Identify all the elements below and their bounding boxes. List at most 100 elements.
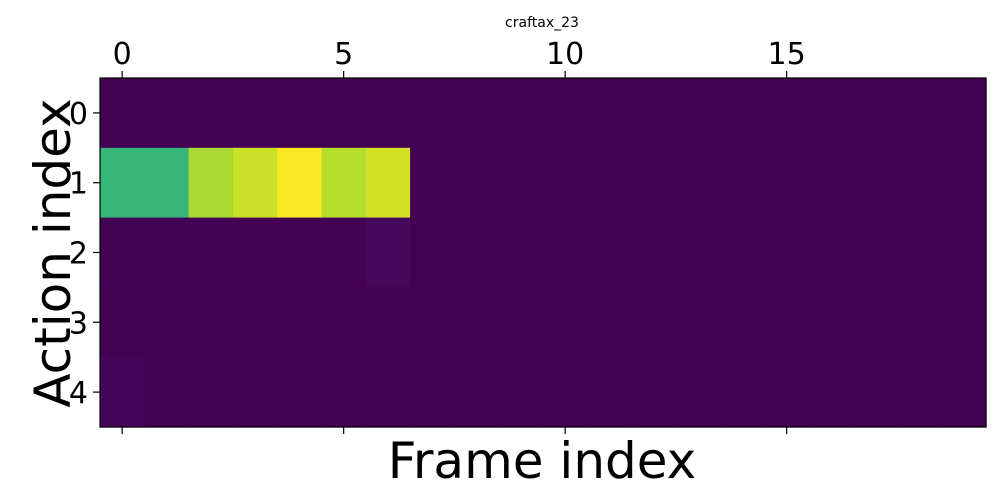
heatmap-cell-r0-c1 xyxy=(144,78,190,149)
heatmap-cell-r1-c12 xyxy=(631,147,677,219)
heatmap-cell-r4-c17 xyxy=(853,357,898,428)
heatmap-cell-r2-c19 xyxy=(941,217,987,288)
heatmap-cell-r1-c15 xyxy=(764,147,810,219)
heatmap-cell-r0-c2 xyxy=(188,78,234,149)
heatmap-cell-r0-c11 xyxy=(587,78,633,149)
heatmap-cell-r2-c4 xyxy=(277,217,323,288)
heatmap-cell-r1-c6 xyxy=(365,147,411,219)
heatmap-cell-r4-c16 xyxy=(808,357,854,428)
heatmap-cell-r3-c12 xyxy=(631,287,677,358)
heatmap-cell-r0-c15 xyxy=(764,78,810,149)
y-tick-label: 1 xyxy=(69,167,88,202)
heatmap-cell-r2-c10 xyxy=(543,217,588,288)
heatmap-cell-r4-c0 xyxy=(100,357,145,428)
heatmap-cell-r2-c3 xyxy=(232,217,278,288)
heatmap-cell-r2-c9 xyxy=(498,217,544,288)
heatmap-cell-r3-c7 xyxy=(410,287,455,358)
heatmap-cell-r4-c2 xyxy=(188,357,234,428)
x-axis-top-ticks: 0 5 10 15 xyxy=(113,37,806,78)
heatmap-cell-r3-c19 xyxy=(941,287,987,358)
heatmap-cell-r3-c16 xyxy=(808,287,854,358)
heatmap-cell-r4-c19 xyxy=(941,357,987,428)
y-axis-label: Action index xyxy=(24,98,82,407)
heatmap-cell-r3-c0 xyxy=(100,287,145,358)
heatmap-cell-r3-c6 xyxy=(365,287,411,358)
heatmap-cell-r3-c14 xyxy=(720,287,766,358)
heatmap-cell-r4-c18 xyxy=(897,357,943,428)
heatmap-cell-r1-c14 xyxy=(720,147,766,219)
heatmap-cell-r4-c3 xyxy=(232,357,278,428)
heatmap-cell-r2-c0 xyxy=(100,217,145,288)
heatmap-cell-r4-c7 xyxy=(410,357,455,428)
heatmap-cell-r1-c7 xyxy=(410,147,455,219)
heatmap-cell-r0-c10 xyxy=(543,78,588,149)
heatmap-cell-r2-c16 xyxy=(808,217,854,288)
heatmap-cell-r1-c18 xyxy=(897,147,943,219)
heatmap-cell-r1-c8 xyxy=(454,147,500,219)
heatmap-cell-r1-c13 xyxy=(675,147,721,219)
heatmap-cell-r2-c5 xyxy=(321,217,367,288)
x-tick-label: 15 xyxy=(768,37,806,72)
heatmap-cell-r0-c19 xyxy=(941,78,987,149)
y-tick-label: 4 xyxy=(69,376,88,411)
heatmap-cell-r0-c13 xyxy=(675,78,721,149)
x-axis-label: Frame index xyxy=(388,432,696,490)
heatmap-cell-r0-c18 xyxy=(897,78,943,149)
heatmap-cell-r0-c9 xyxy=(498,78,544,149)
heatmap-cell-r2-c8 xyxy=(454,217,500,288)
heatmap-cell-r2-c17 xyxy=(853,217,898,288)
x-tick-label: 5 xyxy=(334,37,353,72)
heatmap-cell-r3-c9 xyxy=(498,287,544,358)
heatmap-cell-r0-c3 xyxy=(232,78,278,149)
heatmap-cell-r3-c3 xyxy=(232,287,278,358)
heatmap-cell-r4-c11 xyxy=(587,357,633,428)
heatmap-cell-r1-c16 xyxy=(808,147,854,219)
heatmap-cell-r4-c6 xyxy=(365,357,411,428)
heatmap-cell-r4-c1 xyxy=(144,357,190,428)
heatmap-cell-r3-c8 xyxy=(454,287,500,358)
heatmap-cell-r1-c11 xyxy=(587,147,633,219)
heatmap-cell-r4-c4 xyxy=(277,357,323,428)
heatmap-cell-r3-c11 xyxy=(587,287,633,358)
heatmap-cell-r3-c13 xyxy=(675,287,721,358)
heatmap-cell-r2-c7 xyxy=(410,217,455,288)
heatmap-cell-r3-c1 xyxy=(144,287,190,358)
heatmap-cell-r3-c18 xyxy=(897,287,943,358)
y-tick-label: 3 xyxy=(69,306,88,341)
heatmap-cell-r4-c8 xyxy=(454,357,500,428)
heatmap-cell-r2-c13 xyxy=(675,217,721,288)
heatmap-cell-r4-c10 xyxy=(543,357,588,428)
x-axis-bottom-ticks xyxy=(121,427,788,434)
heatmap-cell-r4-c5 xyxy=(321,357,367,428)
heatmap-cell-r4-c13 xyxy=(675,357,721,428)
chart-title: craftax_23 xyxy=(505,15,579,31)
y-axis-ticks: 0 1 2 3 4 xyxy=(69,97,100,411)
heatmap-cell-r3-c10 xyxy=(543,287,588,358)
heatmap-cells xyxy=(100,78,987,428)
heatmap-cell-r0-c4 xyxy=(277,78,323,149)
heatmap-cell-r3-c4 xyxy=(277,287,323,358)
heatmap-cell-r1-c4 xyxy=(277,147,323,219)
heatmap-cell-r0-c12 xyxy=(631,78,677,149)
heatmap-cell-r1-c10 xyxy=(543,147,588,219)
heatmap-cell-r3-c17 xyxy=(853,287,898,358)
heatmap-cell-r1-c3 xyxy=(232,147,278,219)
heatmap-cell-r1-c0 xyxy=(100,147,145,219)
heatmap-cell-r0-c17 xyxy=(853,78,898,149)
heatmap-cell-r0-c8 xyxy=(454,78,500,149)
heatmap-cell-r1-c9 xyxy=(498,147,544,219)
heatmap-cell-r2-c6 xyxy=(365,217,411,288)
heatmap-cell-r0-c5 xyxy=(321,78,367,149)
y-tick-label: 0 xyxy=(69,97,88,132)
heatmap-cell-r4-c15 xyxy=(764,357,810,428)
heatmap-cell-r4-c12 xyxy=(631,357,677,428)
heatmap-cell-r1-c2 xyxy=(188,147,234,219)
heatmap-cell-r0-c14 xyxy=(720,78,766,149)
heatmap-cell-r2-c15 xyxy=(764,217,810,288)
heatmap-cell-r3-c5 xyxy=(321,287,367,358)
heatmap-cell-r2-c12 xyxy=(631,217,677,288)
x-tick-label: 0 xyxy=(113,37,132,72)
y-tick-label: 2 xyxy=(69,237,88,272)
